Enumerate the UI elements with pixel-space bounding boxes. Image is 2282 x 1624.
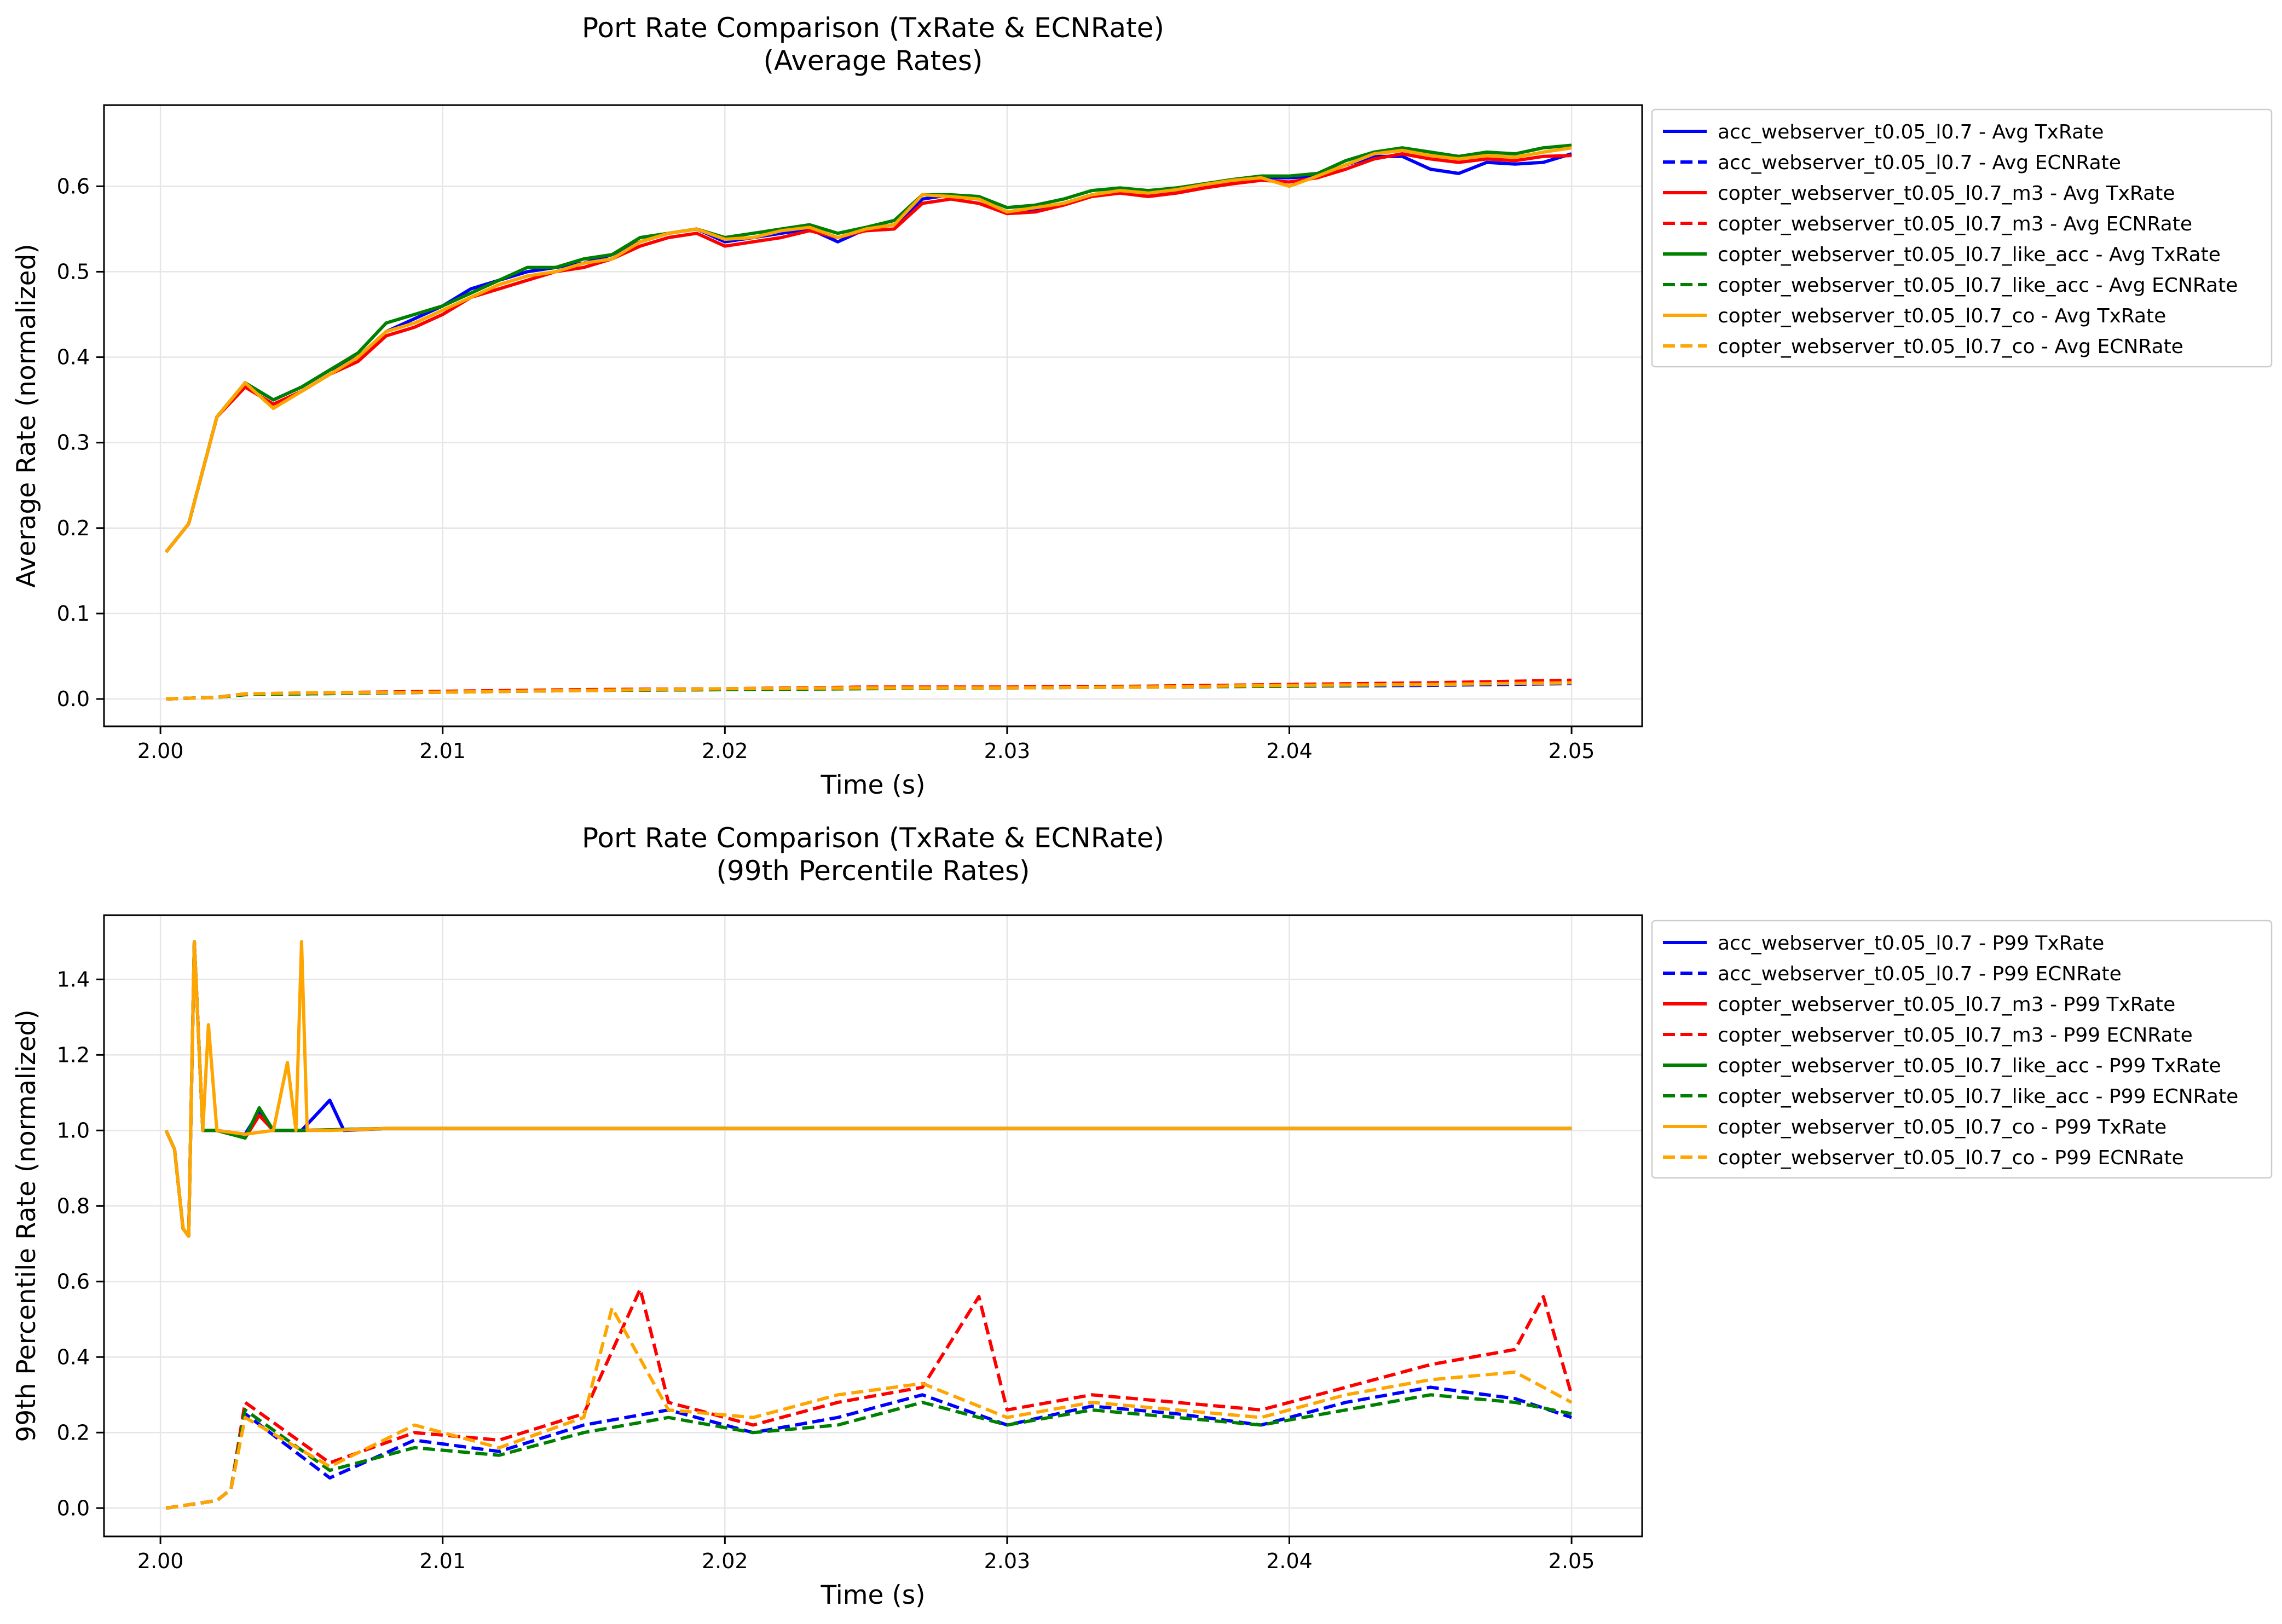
y-tick-label: 1.0	[57, 1118, 90, 1142]
x-tick-label: 2.04	[1266, 1549, 1313, 1573]
legend-label: copter_webserver_t0.05_l0.7_co - P99 ECN…	[1718, 1147, 2184, 1169]
y-tick-label: 0.5	[57, 259, 90, 284]
x-tick-label: 2.00	[137, 739, 184, 763]
legend: acc_webserver_t0.05_l0.7 - Avg TxRate acc…	[1651, 108, 2273, 368]
legend-label: acc_webserver_t0.05_l0.7 - P99 ECNRate	[1718, 963, 2122, 985]
series-line-3	[165, 152, 1572, 553]
series-line-5	[164, 940, 1572, 1238]
plot-frame	[103, 104, 1643, 727]
y-tick-label: 0.6	[57, 174, 90, 198]
legend-label: copter_webserver_t0.05_l0.7_m3 - P99 TxR…	[1718, 993, 2175, 1016]
legend-box	[1651, 108, 2273, 368]
y-tick-label: 0.3	[57, 431, 90, 455]
y-tick-label: 0.6	[57, 1269, 90, 1293]
x-tick-label: 2.00	[137, 1549, 184, 1573]
series-line-1	[165, 152, 1572, 553]
legend-label: copter_webserver_t0.05_l0.7_co - Avg TxR…	[1718, 305, 2166, 327]
series-group	[164, 940, 1573, 1510]
y-tick-label: 1.2	[57, 1043, 90, 1067]
y-tick-label: 0.1	[57, 602, 90, 626]
plot-frame	[103, 914, 1643, 1538]
x-tick-label: 2.03	[984, 1549, 1031, 1573]
series-group	[165, 143, 1572, 701]
x-tick-label: 2.01	[419, 739, 466, 763]
y-tick-label: 1.4	[57, 967, 90, 991]
y-tick-label: 0.0	[57, 687, 90, 711]
series-line-6	[165, 1393, 1572, 1510]
legend-label: copter_webserver_t0.05_l0.7_like_acc - P…	[1718, 1085, 2238, 1108]
legend-label: copter_webserver_t0.05_l0.7_co - P99 TxR…	[1718, 1116, 2167, 1138]
chart-subtitle: (99th Percentile Rates)	[716, 855, 1030, 887]
x-tick-label: 2.04	[1266, 739, 1313, 763]
y-tick-label: 0.8	[57, 1194, 90, 1218]
series-line-4	[165, 1287, 1573, 1510]
legend-label: copter_webserver_t0.05_l0.7_like_acc - A…	[1718, 274, 2238, 297]
legend-label: copter_webserver_t0.05_l0.7_m3 - Avg ECN…	[1718, 213, 2192, 235]
chart-subtitle: (Average Rates)	[764, 45, 983, 77]
x-axis-label: Time (s)	[820, 770, 925, 800]
legend-label: copter_webserver_t0.05_l0.7_like_acc - P…	[1718, 1055, 2221, 1077]
series-line-7	[165, 146, 1572, 553]
chart-panel-2: Port Rate Comparison (TxRate & ECNRate)(…	[11, 822, 2273, 1610]
legend: acc_webserver_t0.05_l0.7 - P99 TxRate acc…	[1651, 920, 2273, 1179]
series-line-2	[165, 1385, 1573, 1510]
legend-label: copter_webserver_t0.05_l0.7_like_acc - A…	[1718, 244, 2221, 266]
x-tick-label: 2.05	[1549, 1549, 1595, 1573]
y-tick-label: 0.0	[57, 1496, 90, 1520]
legend-label: acc_webserver_t0.05_l0.7 - Avg TxRate	[1718, 121, 2104, 143]
chart-title: Port Rate Comparison (TxRate & ECNRate)	[582, 822, 1164, 854]
legend-label: copter_webserver_t0.05_l0.7_co - Avg ECN…	[1718, 336, 2183, 358]
y-tick-label: 0.4	[57, 345, 90, 369]
x-tick-label: 2.02	[702, 739, 748, 763]
x-tick-label: 2.01	[419, 1549, 466, 1573]
y-axis-label: Average Rate (normalized)	[11, 244, 42, 588]
y-tick-label: 0.4	[57, 1345, 90, 1369]
legend-box	[1651, 920, 2273, 1179]
legend-label: acc_webserver_t0.05_l0.7 - P99 TxRate	[1718, 932, 2104, 955]
series-line-3	[164, 940, 1572, 1238]
x-axis-label: Time (s)	[820, 1580, 925, 1610]
series-line-7	[164, 940, 1572, 1238]
series-line-1	[164, 940, 1572, 1238]
x-tick-label: 2.05	[1549, 739, 1595, 763]
legend-label: copter_webserver_t0.05_l0.7_m3 - Avg TxR…	[1718, 182, 2175, 205]
y-axis-label: 99th Percentile Rate (normalized)	[11, 1009, 42, 1442]
chart-title: Port Rate Comparison (TxRate & ECNRate)	[582, 12, 1164, 44]
legend-label: copter_webserver_t0.05_l0.7_m3 - P99 ECN…	[1718, 1024, 2193, 1047]
legend-label: acc_webserver_t0.05_l0.7 - Avg ECNRate	[1718, 152, 2121, 174]
chart-panel-1: Port Rate Comparison (TxRate & ECNRate)(…	[11, 12, 2273, 800]
series-line-8	[165, 1306, 1573, 1510]
series-line-8	[166, 681, 1572, 701]
y-tick-label: 0.2	[57, 516, 90, 540]
x-tick-label: 2.02	[702, 1549, 748, 1573]
y-tick-label: 0.2	[57, 1420, 90, 1444]
x-tick-label: 2.03	[984, 739, 1031, 763]
series-line-5	[165, 143, 1572, 553]
